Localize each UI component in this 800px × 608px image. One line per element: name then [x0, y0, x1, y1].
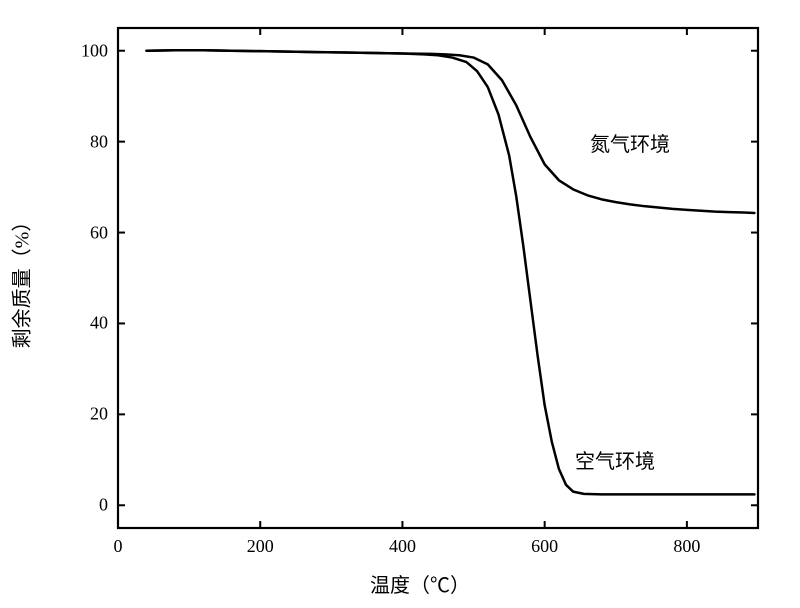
y-tick-label: 60: [90, 222, 108, 243]
x-axis-label: 温度（℃）: [370, 569, 470, 598]
y-axis-label: 剩余质量（%）: [6, 212, 35, 349]
y-tick-label: 20: [90, 404, 108, 425]
x-tick-label: 600: [531, 536, 558, 557]
y-tick-label: 80: [90, 131, 108, 152]
y-tick-label: 0: [99, 495, 108, 516]
x-tick-label: 200: [247, 536, 274, 557]
y-tick-label: 100: [81, 40, 108, 61]
tga-chart: 剩余质量（%） 温度（℃） 氮气环境 空气环境 0 200 400 600 800 0 2…: [0, 0, 800, 608]
y-tick-label: 40: [90, 313, 108, 334]
series-label-air-text: 空气环境: [575, 451, 655, 473]
x-tick-label: 0: [114, 536, 123, 557]
series-label-nitrogen: 氮气环境: [590, 128, 670, 157]
x-axis-label-text: 温度（℃）: [370, 575, 470, 597]
chart-svg: [0, 0, 800, 608]
x-tick-label: 400: [389, 536, 416, 557]
series-label-nitrogen-text: 氮气环境: [590, 134, 670, 156]
series-label-air: 空气环境: [575, 445, 655, 474]
x-tick-label: 800: [673, 536, 700, 557]
y-axis-label-text: 剩余质量（%）: [12, 212, 34, 349]
